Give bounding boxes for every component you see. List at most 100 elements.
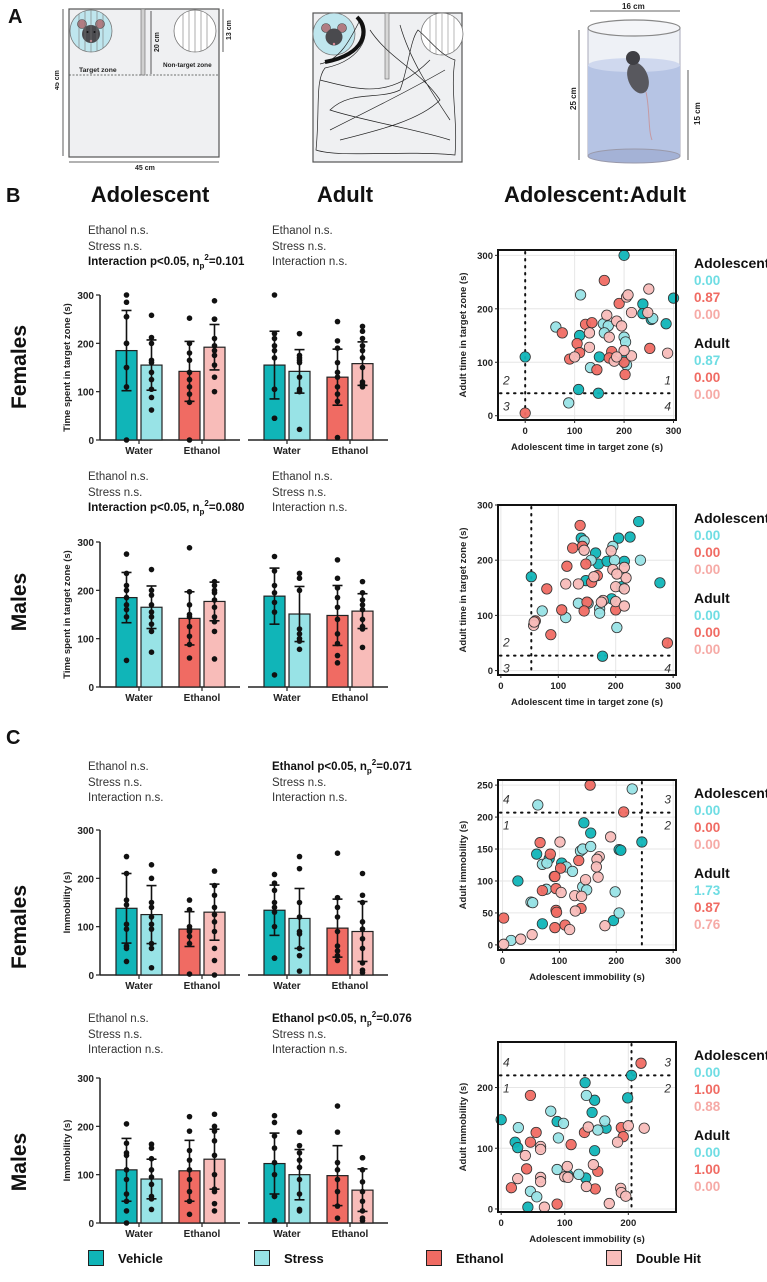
legend-label-double-hit: Double Hit [636, 1250, 701, 1266]
data-point [334, 1167, 341, 1173]
data-point [211, 1188, 218, 1195]
stats-line: Stress n.s. [272, 486, 327, 499]
data-point [334, 640, 341, 647]
plot-frame [497, 504, 677, 676]
legend-swatch-vehicle [88, 1250, 104, 1266]
arena-divider [140, 8, 146, 76]
scatter-point-stress [599, 1115, 611, 1127]
stats-value: 1.00 [694, 1162, 720, 1177]
data-point [123, 437, 130, 443]
data-point [359, 342, 366, 349]
stats-value: 0.88 [694, 1099, 721, 1114]
data-point [334, 557, 341, 563]
data-point [211, 904, 218, 911]
scatter-point-stress [557, 1117, 570, 1129]
data-point [186, 1157, 193, 1163]
x-axis-label: Adolescent time in target zone (s) [511, 442, 663, 453]
bar-chart-c-females-adolescent: 0 100 200 300 Immobility (s) Water Ethanol [62, 826, 240, 992]
data-point [334, 1176, 341, 1183]
data-point [211, 1152, 218, 1159]
data-point [334, 894, 341, 901]
stats-line: Stress n.s. [88, 776, 143, 789]
stats-value: 0.87 [694, 353, 720, 368]
data-point [334, 391, 341, 397]
data-point [148, 940, 155, 947]
data-point [334, 928, 341, 935]
data-point [359, 1208, 366, 1214]
x-tick-label: 300 [666, 426, 682, 437]
scatter-point-double-hit [611, 351, 623, 363]
data-point [271, 355, 278, 361]
data-point [186, 633, 193, 640]
column-header-adolescent: Adolescent [90, 182, 210, 207]
data-point [186, 350, 193, 356]
data-point [186, 357, 193, 364]
y-tick-label: 200 [77, 339, 94, 350]
stats-b-males-adolescent: Ethanol n.s. Stress n.s. Interaction p<0.0… [88, 470, 244, 517]
data-point [211, 882, 218, 889]
data-point [334, 1159, 341, 1166]
scatter-point-vehicle [589, 1094, 601, 1106]
scatter-point-vehicle [519, 351, 531, 363]
quadrant-label: 2 [502, 636, 510, 650]
stats-value: 0.00 [694, 1179, 720, 1194]
data-point [359, 892, 366, 899]
stats-line: Interaction n.s. [272, 256, 348, 268]
scatter-point-double-hit [560, 578, 572, 590]
scatter-point-double-hit [595, 596, 607, 608]
y-tick-label: 200 [477, 1083, 493, 1094]
data-point [296, 1150, 303, 1156]
data-point [211, 945, 218, 952]
scatter-point-stress [531, 1191, 543, 1203]
quadrant-label: 3 [503, 399, 510, 413]
data-point [123, 1198, 130, 1205]
scatter-point-vehicle [607, 915, 620, 927]
scatter-point-ethanol [550, 906, 563, 918]
data-point [186, 906, 193, 913]
quadrant-label: 1 [664, 373, 671, 387]
data-point [296, 1191, 303, 1197]
data-point [211, 957, 218, 964]
y-axis-label: Adult time in target zone (s) [458, 272, 469, 397]
data-point [123, 292, 130, 298]
plot-frame [497, 779, 677, 951]
stats-value: 0.00 [694, 820, 720, 835]
data-point [123, 1220, 130, 1226]
data-point [148, 904, 155, 911]
y-tick-label: 300 [77, 538, 94, 549]
tracking-path [315, 17, 457, 156]
data-point [334, 384, 341, 390]
data-point [186, 602, 193, 608]
data-point [123, 1152, 130, 1159]
data-point [359, 364, 366, 371]
scatter-point-ethanol [618, 806, 630, 818]
target-zone-label: Target zone [79, 67, 117, 74]
data-point [359, 926, 366, 932]
data-point [296, 1176, 303, 1183]
cup-distance-label: 13 cm [226, 20, 233, 40]
scatter-point-stress [634, 554, 646, 566]
data-point [334, 338, 341, 344]
data-point [186, 971, 193, 977]
data-point [186, 1128, 193, 1134]
scatter-point-double-hit [620, 1190, 632, 1202]
data-point [148, 592, 155, 598]
y-axis-label: Adult immobility (s) [458, 821, 469, 910]
plot-area [498, 780, 676, 950]
scatter-point-stress [573, 1168, 585, 1180]
data-point [359, 602, 366, 608]
stats-heading-adult: Adult [694, 335, 730, 351]
plot-frame [497, 249, 677, 421]
y-tick-label: 0 [88, 683, 94, 694]
scatter-point-double-hit [611, 1136, 624, 1148]
scatter-point-ethanol [565, 1139, 577, 1151]
scatter-point-double-hit [579, 874, 592, 886]
data-point [123, 340, 130, 347]
stats-line: Ethanol n.s. [88, 761, 149, 773]
stats-line: Ethanol n.s. [272, 225, 333, 237]
data-point [186, 315, 193, 321]
scatter-point-vehicle [589, 1145, 601, 1157]
data-point [148, 359, 155, 366]
scatter-point-vehicle [586, 1106, 598, 1119]
data-point [334, 948, 341, 954]
